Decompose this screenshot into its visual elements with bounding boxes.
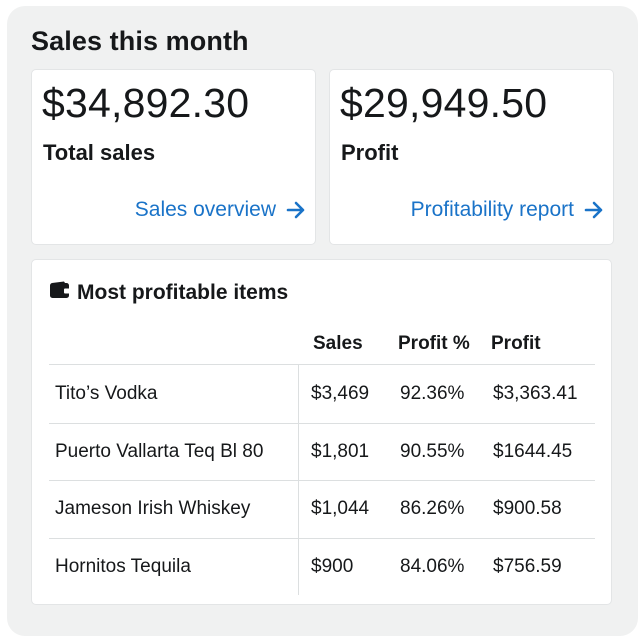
item-profit-pct: 84.06% — [400, 555, 465, 577]
column-header-item — [49, 324, 299, 364]
item-profit-pct: 86.26% — [400, 498, 465, 520]
item-profit-pct: 92.36% — [400, 382, 465, 404]
wallet-icon — [49, 281, 71, 305]
item-sales: $900 — [311, 555, 354, 577]
item-profit: $3,363.41 — [493, 382, 578, 404]
item-profit: $1644.45 — [493, 440, 573, 462]
sales-overview-link-label: Sales overview — [134, 198, 276, 221]
table-header: Sales Profit % Profit — [49, 324, 595, 365]
column-header-profit-pct: Profit % — [398, 333, 470, 354]
table-row: Hornitos Tequila $900 84.06% $756.59 — [49, 537, 595, 595]
profit-value: $29,949.50 — [340, 80, 548, 126]
item-sales: $1,801 — [311, 440, 370, 462]
table-row: Jameson Irish Whiskey $1,044 86.26% $900… — [49, 480, 595, 538]
items-table: Sales Profit % Profit Tito’s Vodka $3,46… — [49, 324, 595, 595]
items-heading-label: Most profitable items — [77, 281, 289, 304]
item-profit: $756.59 — [493, 555, 562, 577]
arrow-right-icon — [584, 201, 604, 219]
profit-card: $29,949.50 Profit Profitability report — [329, 69, 614, 245]
items-heading: Most profitable items — [49, 281, 288, 305]
sales-overview-link[interactable]: Sales overview — [135, 198, 306, 222]
item-name: Hornitos Tequila — [49, 538, 299, 595]
column-header-profit: Profit — [491, 333, 541, 354]
item-sales: $3,469 — [311, 382, 370, 404]
profitability-report-link-label: Profitability report — [410, 198, 574, 221]
arrow-right-icon — [286, 201, 306, 219]
table-row: Tito’s Vodka $3,469 92.36% $3,363.41 — [49, 365, 595, 423]
total-sales-label: Total sales — [43, 140, 156, 165]
sales-widget: Sales this month $34,892.30 Total sales … — [7, 6, 638, 636]
total-sales-card: $34,892.30 Total sales Sales overview — [31, 69, 316, 245]
widget-title: Sales this month — [31, 26, 249, 56]
profitability-report-link[interactable]: Profitability report — [411, 198, 604, 222]
column-header-sales: Sales — [313, 333, 363, 354]
item-name: Tito’s Vodka — [49, 365, 299, 423]
item-name: Jameson Irish Whiskey — [49, 481, 299, 538]
item-profit: $900.58 — [493, 498, 562, 520]
item-profit-pct: 90.55% — [400, 440, 465, 462]
table-row: Puerto Vallarta Teq Bl 80 $1,801 90.55% … — [49, 422, 595, 480]
most-profitable-items-card: Most profitable items Sales Profit % Pro… — [31, 259, 612, 605]
total-sales-value: $34,892.30 — [42, 80, 250, 126]
item-name: Puerto Vallarta Teq Bl 80 — [49, 423, 299, 480]
profit-label: Profit — [341, 140, 399, 165]
item-sales: $1,044 — [311, 498, 370, 520]
